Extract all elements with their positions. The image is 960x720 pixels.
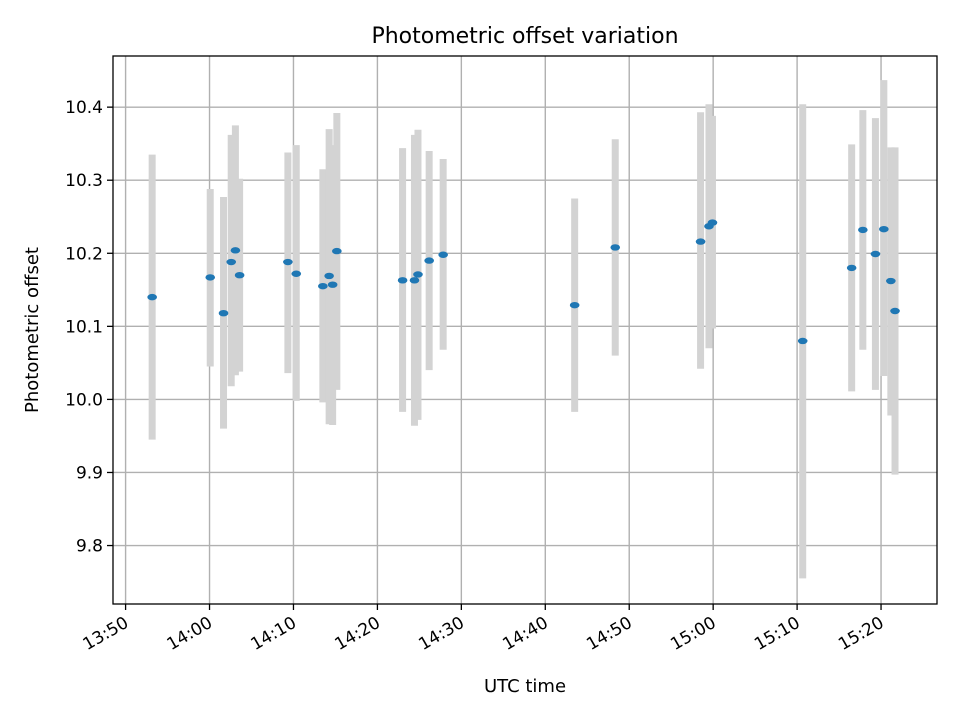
data-point bbox=[324, 272, 334, 280]
data-point bbox=[230, 247, 241, 254]
data-point bbox=[424, 257, 434, 264]
y-tick-label: 10.4 bbox=[65, 98, 103, 118]
plot-frame bbox=[112, 55, 938, 605]
y-tick-label: 9.9 bbox=[76, 463, 103, 483]
data-point bbox=[332, 247, 342, 255]
data-point bbox=[610, 244, 621, 251]
chart-title: Photometric offset variation bbox=[371, 24, 678, 49]
data-point bbox=[205, 274, 216, 281]
data-point bbox=[291, 270, 302, 277]
data-layer bbox=[147, 80, 900, 579]
data-point bbox=[569, 301, 580, 309]
data-point bbox=[218, 309, 229, 317]
data-point bbox=[283, 258, 293, 266]
data-point bbox=[397, 277, 408, 284]
data-point bbox=[409, 277, 420, 284]
data-point bbox=[879, 225, 889, 233]
data-point bbox=[327, 281, 338, 288]
data-point bbox=[886, 277, 896, 285]
y-axis-label: Photometric offset bbox=[22, 247, 43, 413]
data-point bbox=[234, 272, 245, 279]
data-point bbox=[797, 337, 808, 345]
data-point bbox=[890, 307, 900, 315]
x-axis-label: UTC time bbox=[484, 676, 566, 697]
y-tick-label: 10.1 bbox=[65, 317, 103, 337]
y-tick-label: 10.3 bbox=[65, 171, 103, 191]
y-tick-label: 10.2 bbox=[65, 244, 103, 264]
y-tick-label: 10.0 bbox=[65, 390, 103, 410]
data-point bbox=[695, 238, 706, 245]
data-point bbox=[226, 258, 237, 266]
data-point bbox=[438, 251, 448, 258]
data-point bbox=[870, 250, 881, 258]
data-point bbox=[318, 282, 328, 290]
y-tick-label: 9.8 bbox=[76, 537, 103, 557]
data-point bbox=[858, 226, 868, 234]
data-point bbox=[846, 264, 857, 272]
data-point bbox=[707, 219, 718, 226]
grid-layer bbox=[113, 56, 937, 604]
data-point bbox=[147, 293, 157, 301]
data-point bbox=[413, 271, 423, 278]
